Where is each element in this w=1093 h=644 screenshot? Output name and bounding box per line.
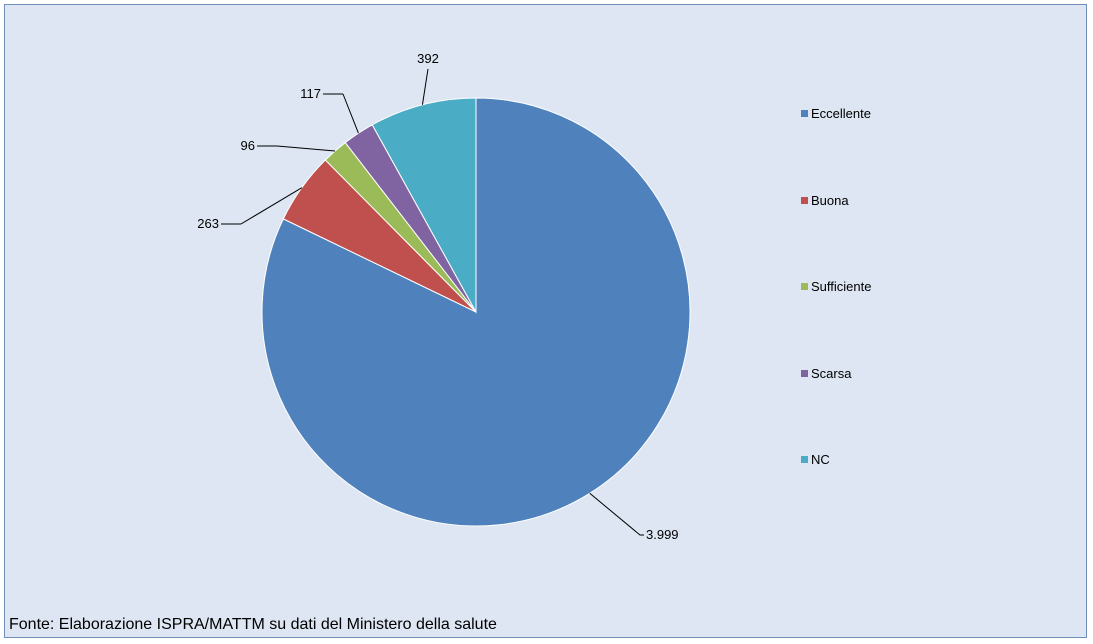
legend-label-sufficiente: Sufficiente — [811, 278, 872, 294]
chart-area: 3.999 263 96 117 392 Eccellente Buona Suffic… — [4, 4, 1087, 638]
legend-swatch-sufficiente — [801, 282, 808, 290]
leader-line-nc — [421, 68, 429, 105]
leader-line-sufficiente — [276, 145, 336, 152]
data-label-buona: 263 — [197, 216, 219, 231]
leader-line-buona — [240, 187, 303, 225]
source-note: Fonte: Elaborazione ISPRA/MATTM su dati … — [9, 616, 497, 633]
legend-item-nc: NC — [801, 451, 830, 467]
legend-item-buona: Buona — [801, 192, 849, 208]
legend-label-eccellente: Eccellente — [811, 105, 871, 121]
legend-item-eccellente: Eccellente — [801, 105, 871, 121]
data-label-scarsa: 117 — [300, 86, 321, 101]
legend-label-scarsa: Scarsa — [811, 365, 852, 381]
legend-swatch-buona — [801, 196, 808, 204]
leader-line-scarsa — [342, 93, 359, 134]
legend-label-buona: Buona — [811, 192, 849, 208]
legend-label-nc: NC — [811, 451, 830, 467]
leader-line-eccellente — [589, 492, 644, 536]
data-label-eccellente: 3.999 — [646, 527, 679, 542]
data-label-nc: 392 — [417, 51, 439, 66]
data-label-sufficiente: 96 — [241, 138, 255, 153]
pie-chart: 3.999 263 96 117 392 — [197, 51, 691, 542]
legend-swatch-scarsa — [801, 369, 808, 377]
legend-item-sufficiente: Sufficiente — [801, 278, 871, 294]
legend: Eccellente Buona Sufficiente Scarsa NC — [801, 105, 1001, 485]
legend-swatch-eccellente — [801, 109, 808, 117]
legend-swatch-nc — [801, 455, 808, 463]
pie-slice-nc — [371, 97, 477, 314]
legend-item-scarsa: Scarsa — [801, 365, 851, 381]
pie-slice-eccellente — [261, 97, 691, 527]
